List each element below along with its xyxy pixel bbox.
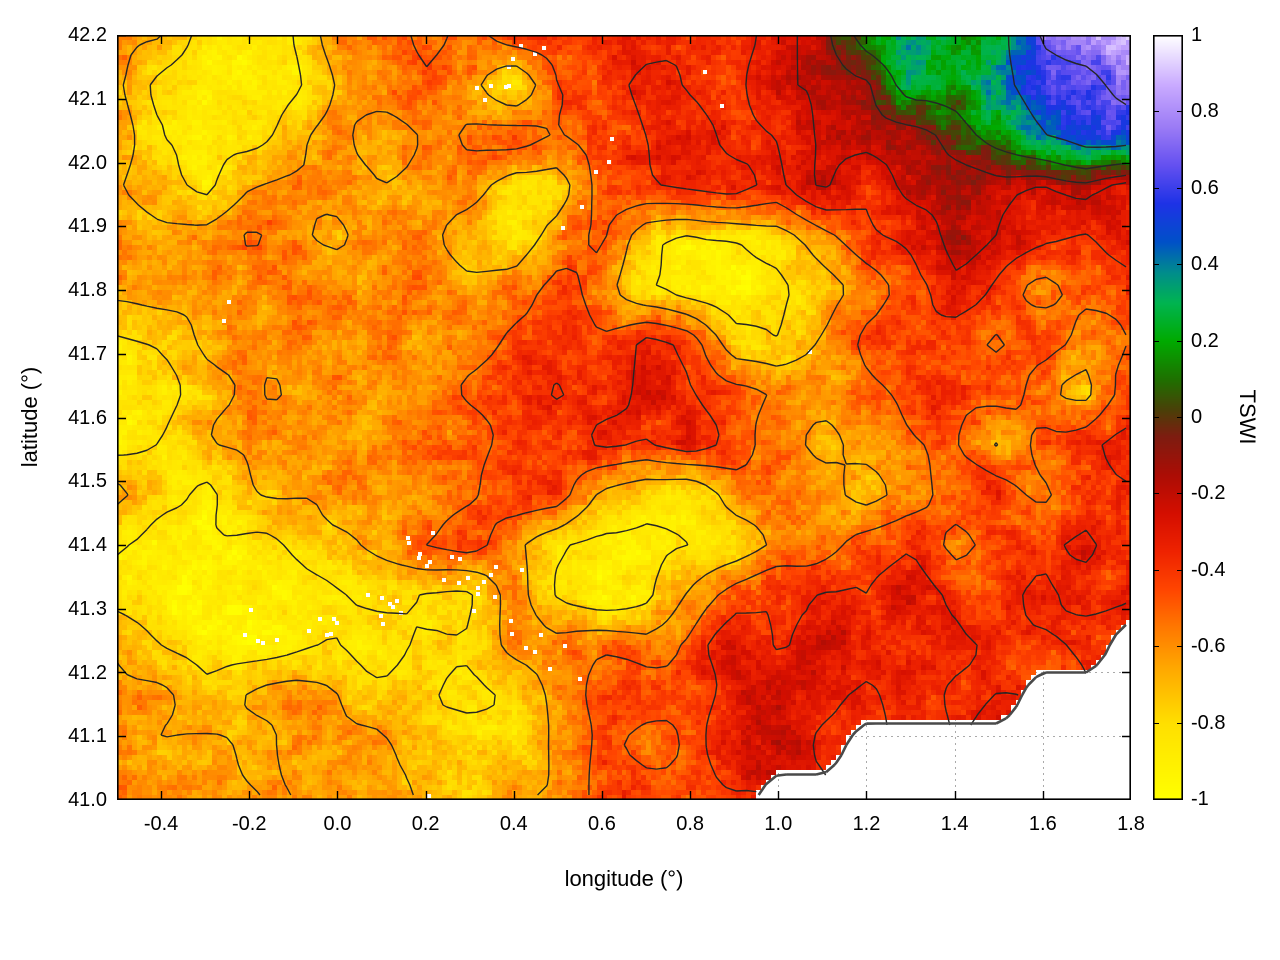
colorbar-tick-label-5: 0 — [1191, 406, 1203, 428]
x-tick-label-5: 0.6 — [588, 813, 616, 835]
x-tick-label-3: 0.2 — [411, 813, 440, 835]
colorbar-tick-label-0: 1 — [1191, 24, 1203, 46]
colorbar-gradient — [1153, 35, 1183, 800]
y-tick-label-9: 41.9 — [68, 215, 107, 238]
colorbar-tick-label-9: -0.8 — [1191, 711, 1226, 734]
y-tick-label-2: 41.2 — [68, 661, 107, 684]
y-tick-label-10: 42.0 — [68, 151, 107, 174]
colorbar-tick-label-2: 0.6 — [1191, 176, 1219, 199]
y-tick-label-4: 41.4 — [68, 534, 107, 556]
x-axis-label: longitude (°) — [564, 866, 684, 891]
y-tick-label-7: 41.7 — [68, 342, 107, 365]
heatmap-canvas — [117, 35, 1131, 800]
y-tick-label-6: 41.6 — [68, 406, 107, 429]
x-tick-label-1: -0.2 — [232, 813, 267, 835]
x-tick-label-2: 0.0 — [323, 813, 352, 835]
y-tick-label-1: 41.1 — [68, 725, 107, 748]
y-tick-label-8: 41.8 — [68, 279, 107, 301]
x-tick-label-8: 1.2 — [852, 813, 881, 835]
x-tick-label-4: 0.4 — [499, 813, 528, 835]
y-tick-label-3: 41.3 — [68, 597, 107, 620]
colorbar-tick-label-6: -0.2 — [1191, 482, 1226, 505]
y-tick-label-5: 41.5 — [68, 470, 107, 493]
colorbar-tick-label-1: 0.8 — [1191, 100, 1219, 123]
x-tick-label-9: 1.4 — [940, 813, 969, 835]
x-tick-label-10: 1.6 — [1028, 813, 1057, 835]
colorbar-tick-label-3: 0.4 — [1191, 253, 1219, 276]
x-tick-label-7: 1.0 — [764, 813, 793, 835]
x-tick-label-0: -0.4 — [143, 813, 179, 835]
y-tick-label-0: 41.0 — [68, 789, 107, 811]
colorbar-tick-label-7: -0.4 — [1191, 558, 1226, 581]
colorbar-label: TSWI — [1235, 389, 1260, 445]
y-tick-label-12: 42.2 — [68, 24, 107, 46]
colorbar-tick-label-8: -0.6 — [1191, 635, 1226, 658]
x-tick-label-11: 1.8 — [1117, 813, 1145, 835]
colorbar-tick-label-4: 0.2 — [1191, 329, 1219, 352]
x-tick-label-6: 0.8 — [676, 813, 705, 835]
colorbar-tick-label-10: -1 — [1191, 788, 1209, 810]
y-axis-label: latitude (°) — [17, 366, 42, 468]
y-tick-label-11: 42.1 — [68, 87, 107, 110]
